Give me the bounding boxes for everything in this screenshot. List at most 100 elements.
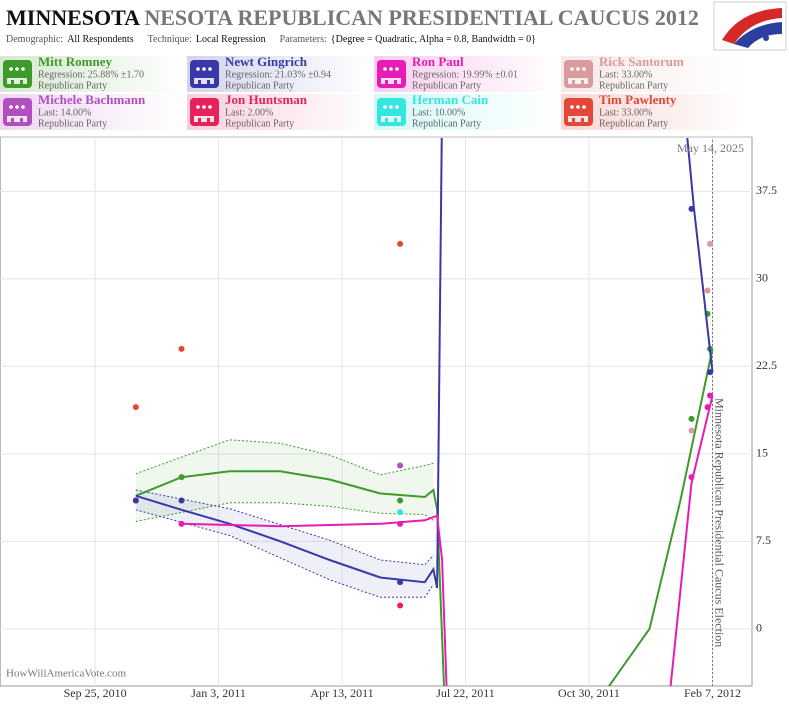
parameter-value: Local Regression <box>196 34 266 45</box>
poll-point <box>132 404 139 411</box>
date-label: May 14, 2025 <box>677 141 744 155</box>
legend-icon-star <box>9 105 13 109</box>
legend-info: Regression: 25.88% ±1.70 <box>38 69 144 80</box>
legend-party: Republican Party <box>38 118 107 129</box>
legend-info: Last: 10.00% <box>412 107 465 118</box>
x-tick-label: Feb 7, 2012 <box>684 686 741 700</box>
labels: Sep 25, 2010 Jan 3, 2011 Apr 13, 2011 Jul 2… <box>6 141 777 700</box>
x-tick-label: Jul 22, 2011 <box>436 686 495 700</box>
poll-point <box>704 287 711 294</box>
title-event: NESOTA REPUBLICAN PRESIDENTIAL CAUCUS 20… <box>144 5 699 30</box>
legend-icon-star <box>15 105 19 109</box>
plot <box>0 138 752 686</box>
poll-point <box>704 404 711 411</box>
poll-point <box>397 462 404 469</box>
y-tick-label: 37.5 <box>756 183 777 197</box>
parameter-value: All Respondents <box>67 34 133 45</box>
parameter-label: Demographic: <box>6 34 63 45</box>
x-tick-label: Sep 25, 2010 <box>64 686 127 700</box>
legend-party: Republican Party <box>38 80 107 91</box>
confidence-band <box>135 439 434 522</box>
poll-point <box>178 497 185 504</box>
poll-point <box>688 474 695 481</box>
poll-point <box>397 497 404 504</box>
legend-name: Jon Huntsman <box>225 92 308 107</box>
band-upper <box>135 489 434 566</box>
y-tick-label: 0 <box>756 621 762 635</box>
legend-icon-star <box>383 67 387 71</box>
y-tick-label: 7.5 <box>756 533 771 547</box>
legend-icon-body <box>7 116 27 122</box>
legend-icon-star <box>576 105 580 109</box>
legend-icon-body <box>381 78 401 84</box>
legend-icon-star <box>389 105 393 109</box>
legend-icon-star <box>208 67 212 71</box>
legend-name: Newt Gingrich <box>225 54 308 69</box>
poll-point <box>397 240 404 247</box>
legend-icon-body <box>194 78 214 84</box>
legend-icon-star <box>196 67 200 71</box>
poll-point <box>178 520 185 527</box>
legend-icon-star <box>576 67 580 71</box>
parameter-label: Parameters: <box>280 34 327 45</box>
legend-icon-star <box>21 67 25 71</box>
legend-icon-body <box>194 116 214 122</box>
poll-point <box>397 520 404 527</box>
poll-point <box>688 205 695 212</box>
y-tick-label: 30 <box>756 271 768 285</box>
legend-party: Republican Party <box>225 118 294 129</box>
legend-name: Rick Santorum <box>599 54 684 69</box>
x-tick-label: Oct 30, 2011 <box>558 686 620 700</box>
x-tick-label: Jan 3, 2011 <box>191 686 246 700</box>
legend-info: Regression: 21.03% ±0.94 <box>225 69 331 80</box>
legend-icon-star <box>395 67 399 71</box>
election-label: Minnesota Republican Presidential Caucus… <box>713 398 727 647</box>
legend-icon-star <box>208 105 212 109</box>
trend-line <box>135 348 714 686</box>
poll-point <box>397 602 404 609</box>
legend-icon-star <box>582 67 586 71</box>
legend-icon-star <box>570 67 574 71</box>
poll-point <box>707 369 714 376</box>
legend-party: Republican Party <box>225 80 294 91</box>
legend-icon-star <box>389 67 393 71</box>
parameter-value: {Degree = Quadratic, Alpha = 0.8, Bandwi… <box>331 34 536 45</box>
poll-point <box>397 509 404 516</box>
legend-info: Last: 33.00% <box>599 69 652 80</box>
title-state: MINNESOTA <box>6 5 140 30</box>
legend-icon-star <box>395 105 399 109</box>
legend-name: Michele Bachmann <box>38 92 146 107</box>
legend-icon-star <box>570 105 574 109</box>
poll-point <box>688 427 695 434</box>
x-tick-label: Apr 13, 2011 <box>310 686 373 700</box>
watermark: HowWillAmericaVote.com <box>6 668 126 680</box>
legend-icon-star <box>9 67 13 71</box>
poll-point <box>132 497 139 504</box>
legend-info: Regression: 19.99% ±0.01 <box>412 69 518 80</box>
legend-icon-star <box>196 105 200 109</box>
poll-point <box>178 345 185 352</box>
legend-icon-body <box>568 78 588 84</box>
legend-icon-star <box>15 67 19 71</box>
legend-icon-body <box>568 116 588 122</box>
legend-name: Mitt Romney <box>38 54 113 69</box>
logo <box>713 1 787 51</box>
poll-point <box>397 579 404 586</box>
poll-point <box>178 474 185 481</box>
legend-icon-body <box>381 116 401 122</box>
legend-icon-star <box>202 105 206 109</box>
legend-info: Last: 33.00% <box>599 107 652 118</box>
parameters: Demographic: All Respondents Technique: Loc… <box>6 34 536 45</box>
legend-name: Tim Pawlenty <box>599 92 677 107</box>
legend-icon-star <box>21 105 25 109</box>
legend-icon-star <box>383 105 387 109</box>
band-upper <box>135 439 434 476</box>
poll-point <box>707 392 714 399</box>
y-tick-label: 15 <box>756 446 768 460</box>
legend-icon-star <box>582 105 586 109</box>
y-tick-label: 22.5 <box>756 358 777 372</box>
legend-info: Last: 14.00% <box>38 107 91 118</box>
trend-line <box>181 395 714 686</box>
